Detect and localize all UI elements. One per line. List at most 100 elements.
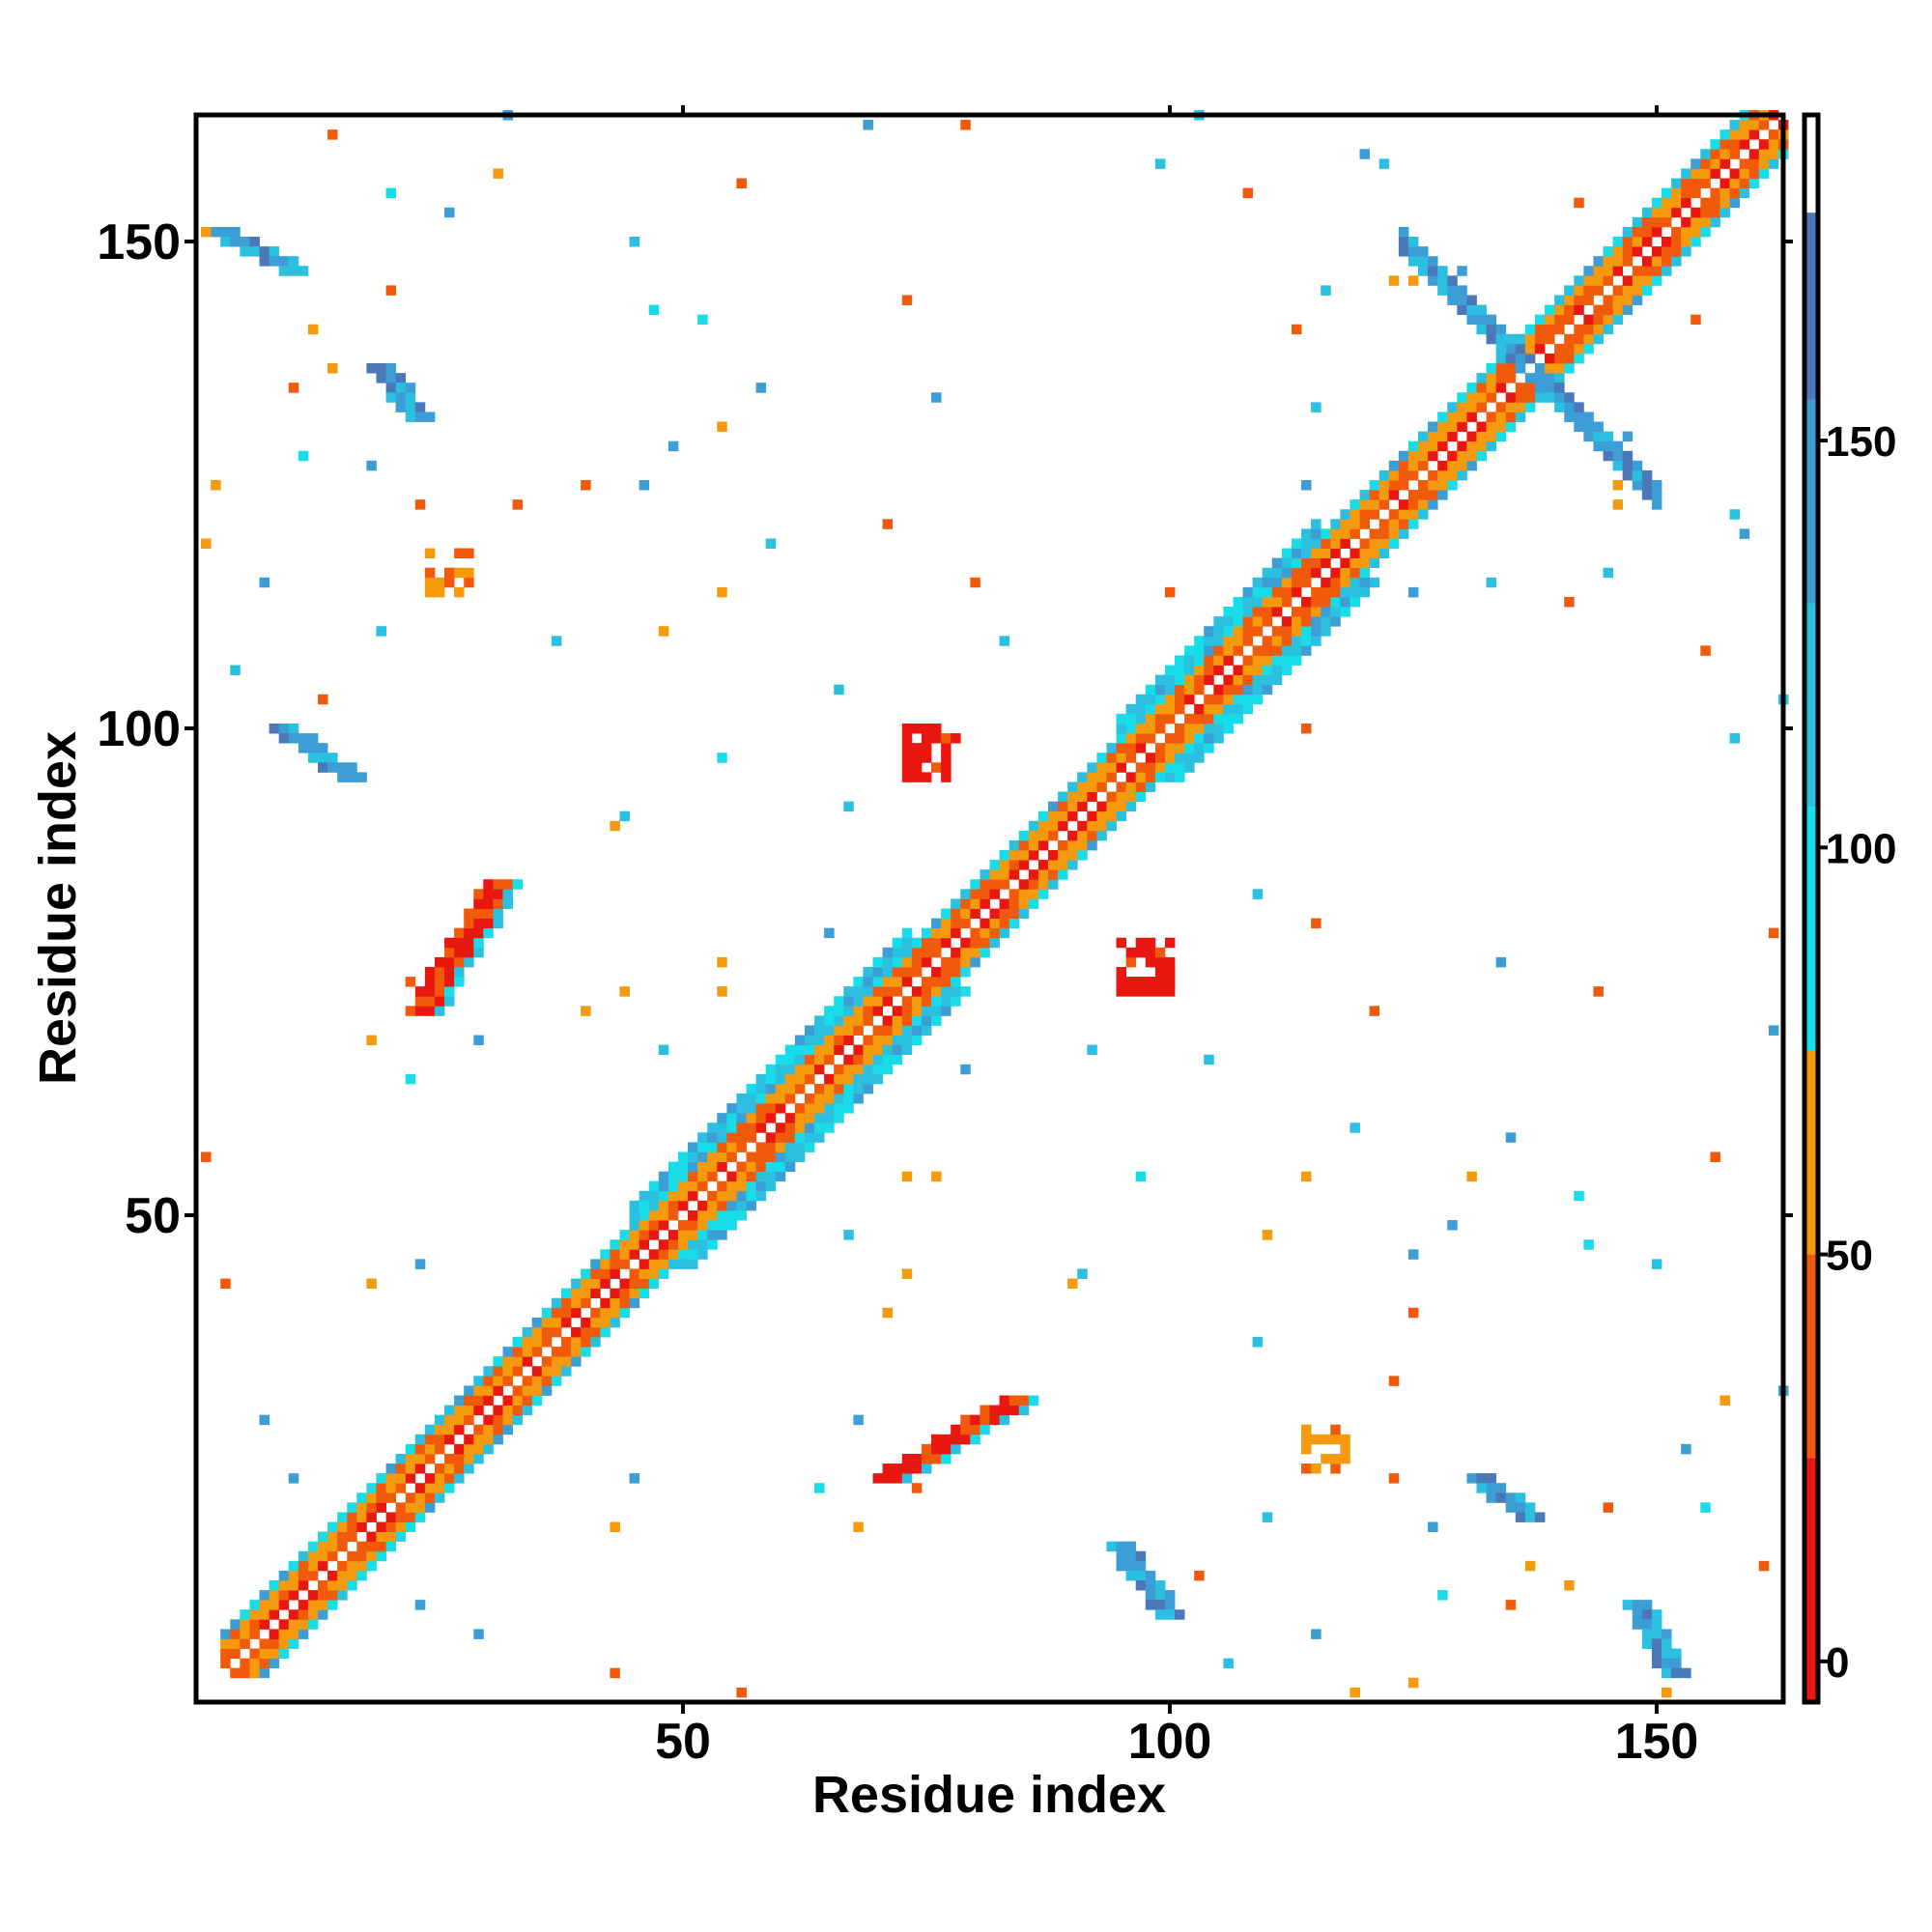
heatmap-cell bbox=[1515, 392, 1526, 403]
heatmap-cell bbox=[1330, 616, 1341, 627]
heatmap-cell bbox=[1028, 830, 1039, 841]
heatmap-cell bbox=[1164, 772, 1176, 782]
heatmap-cell bbox=[1301, 1463, 1312, 1474]
heatmap-cell bbox=[872, 986, 884, 997]
heatmap-cell bbox=[464, 1443, 474, 1455]
heatmap-cell bbox=[921, 733, 932, 744]
heatmap-cell bbox=[746, 1094, 756, 1104]
heatmap-cell bbox=[619, 1239, 630, 1250]
heatmap-cell bbox=[1037, 889, 1049, 899]
heatmap-cell bbox=[746, 1083, 756, 1094]
heatmap-cell bbox=[240, 1609, 250, 1620]
heatmap-cell bbox=[1204, 665, 1214, 675]
heatmap-cell bbox=[1154, 772, 1166, 782]
heatmap-cell bbox=[1047, 879, 1059, 890]
heatmap-cell bbox=[1418, 431, 1429, 442]
heatmap-cell bbox=[541, 1337, 553, 1348]
heatmap-cell bbox=[1135, 977, 1147, 987]
heatmap-cell bbox=[668, 1230, 679, 1240]
heatmap-cell bbox=[1154, 694, 1166, 705]
heatmap-cell bbox=[784, 1083, 796, 1094]
heatmap-cell bbox=[1087, 830, 1097, 841]
heatmap-cell bbox=[1768, 149, 1779, 159]
heatmap-cell bbox=[512, 1414, 524, 1426]
heatmap-cell bbox=[853, 1073, 864, 1085]
heatmap-cell bbox=[551, 1326, 562, 1338]
heatmap-cell bbox=[1164, 966, 1176, 978]
heatmap-cell bbox=[843, 801, 854, 812]
heatmap-cell bbox=[454, 977, 465, 987]
heatmap-cell bbox=[1330, 538, 1341, 549]
heatmap-cell bbox=[1164, 956, 1176, 968]
heatmap-cell bbox=[1135, 694, 1147, 705]
heatmap-cell bbox=[901, 743, 913, 753]
heatmap-cell bbox=[405, 1492, 416, 1503]
heatmap-cell bbox=[1583, 431, 1594, 442]
heatmap-cell bbox=[1690, 216, 1701, 228]
heatmap-cell bbox=[824, 1113, 835, 1123]
heatmap-cell bbox=[1125, 1550, 1137, 1562]
heatmap-cell bbox=[531, 1385, 543, 1396]
heatmap-cell bbox=[259, 577, 270, 588]
heatmap-cell bbox=[677, 1239, 689, 1250]
heatmap-cell bbox=[1154, 158, 1166, 169]
heatmap-cell bbox=[775, 1094, 786, 1104]
heatmap-cell bbox=[1612, 246, 1624, 257]
heatmap-cell bbox=[1175, 733, 1185, 744]
heatmap-cell bbox=[1515, 353, 1526, 364]
heatmap-cell bbox=[395, 1453, 407, 1464]
heatmap-cell bbox=[298, 1629, 309, 1639]
heatmap-cell bbox=[882, 996, 894, 1007]
heatmap-cell bbox=[1758, 168, 1770, 179]
heatmap-cell bbox=[882, 966, 894, 978]
heatmap-cell bbox=[1164, 665, 1176, 675]
heatmap-cell bbox=[970, 956, 980, 968]
heatmap-cell bbox=[1719, 207, 1730, 218]
heatmap-cell bbox=[941, 956, 952, 968]
heatmap-cell bbox=[1281, 557, 1293, 569]
heatmap-cell bbox=[298, 1570, 309, 1581]
heatmap-cell bbox=[834, 1094, 844, 1104]
heatmap-cell bbox=[464, 908, 474, 919]
heatmap-cell bbox=[1223, 655, 1234, 666]
heatmap-cell bbox=[1350, 509, 1360, 520]
heatmap-cell bbox=[1476, 421, 1487, 432]
heatmap-cell bbox=[201, 226, 212, 238]
heatmap-cell bbox=[1719, 129, 1730, 140]
heatmap-cell bbox=[824, 1025, 835, 1036]
heatmap-cell bbox=[230, 1619, 241, 1630]
heatmap-cell bbox=[1145, 703, 1156, 715]
heatmap-cell bbox=[1641, 266, 1653, 276]
heatmap-cell bbox=[385, 373, 397, 384]
heatmap-cell bbox=[356, 1560, 367, 1572]
heatmap-cell bbox=[385, 1531, 397, 1543]
heatmap-cell bbox=[1175, 674, 1185, 686]
heatmap-cell bbox=[434, 977, 445, 987]
heatmap-cell bbox=[717, 1190, 727, 1202]
heatmap-cell bbox=[269, 256, 280, 267]
heatmap-cell bbox=[444, 577, 455, 588]
heatmap-cell bbox=[746, 1113, 756, 1123]
heatmap-cell bbox=[1330, 1434, 1341, 1445]
heatmap-cell bbox=[1125, 743, 1137, 753]
heatmap-cell bbox=[1028, 869, 1039, 880]
heatmap-cell bbox=[755, 1142, 767, 1152]
heatmap-cell bbox=[629, 1209, 640, 1221]
heatmap-cell bbox=[1515, 412, 1526, 422]
heatmap-cell bbox=[648, 1190, 660, 1202]
heatmap-cell bbox=[1058, 810, 1068, 822]
heatmap-cell bbox=[619, 1297, 630, 1309]
heatmap-cell bbox=[1545, 392, 1555, 403]
heatmap-cell bbox=[1564, 596, 1575, 608]
heatmap-cell bbox=[677, 1200, 689, 1211]
heatmap-cell bbox=[746, 1151, 756, 1162]
heatmap-cell bbox=[1729, 139, 1741, 150]
heatmap-cell bbox=[843, 1015, 854, 1026]
heatmap-cell bbox=[1311, 1463, 1321, 1474]
heatmap-cell bbox=[901, 1044, 913, 1056]
heatmap-cell bbox=[1388, 469, 1400, 481]
heatmap-cell bbox=[590, 1278, 601, 1290]
heatmap-cell bbox=[444, 1483, 455, 1493]
heatmap-cell bbox=[1574, 1190, 1584, 1202]
heatmap-cell bbox=[1175, 762, 1185, 773]
